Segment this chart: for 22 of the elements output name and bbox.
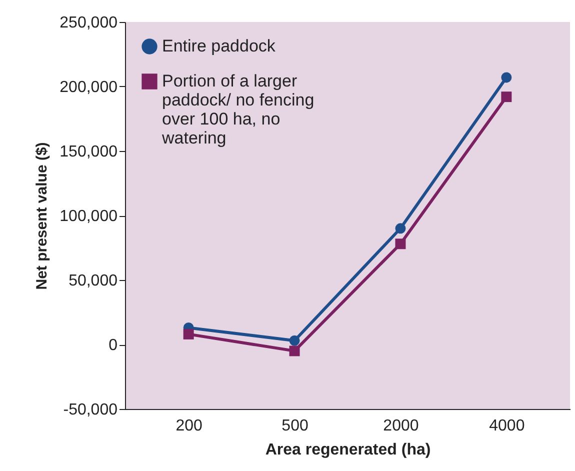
x-tick-label: 500: [282, 418, 308, 434]
y-tick-label: 50,000: [68, 272, 118, 290]
legend-label: Entire paddock: [162, 36, 276, 56]
y-tick-label: 250,000: [60, 14, 118, 32]
y-tick-label: 200,000: [60, 79, 118, 96]
point: [183, 328, 194, 340]
y-tick-label: 0: [108, 337, 118, 354]
point: [395, 223, 406, 234]
y-tick-label: -50,000: [63, 402, 118, 418]
x-tick-label: 200: [176, 418, 203, 434]
x-tick-label: 4000: [489, 418, 525, 434]
x-tick-label: 2000: [383, 418, 419, 434]
y-tick-label: 100,000: [60, 208, 118, 225]
point: [501, 72, 512, 83]
y-axis-title: Net present value ($): [34, 142, 51, 290]
point: [289, 346, 300, 356]
point: [289, 335, 300, 346]
point: [395, 238, 406, 250]
y-tick-label: 150,000: [60, 144, 118, 160]
x-axis-title: Area regenerated (ha): [265, 442, 431, 458]
point: [501, 92, 512, 102]
legend-label: Portion of a larger paddock/ no fencing over 100 ha, no watering: [161, 72, 314, 148]
